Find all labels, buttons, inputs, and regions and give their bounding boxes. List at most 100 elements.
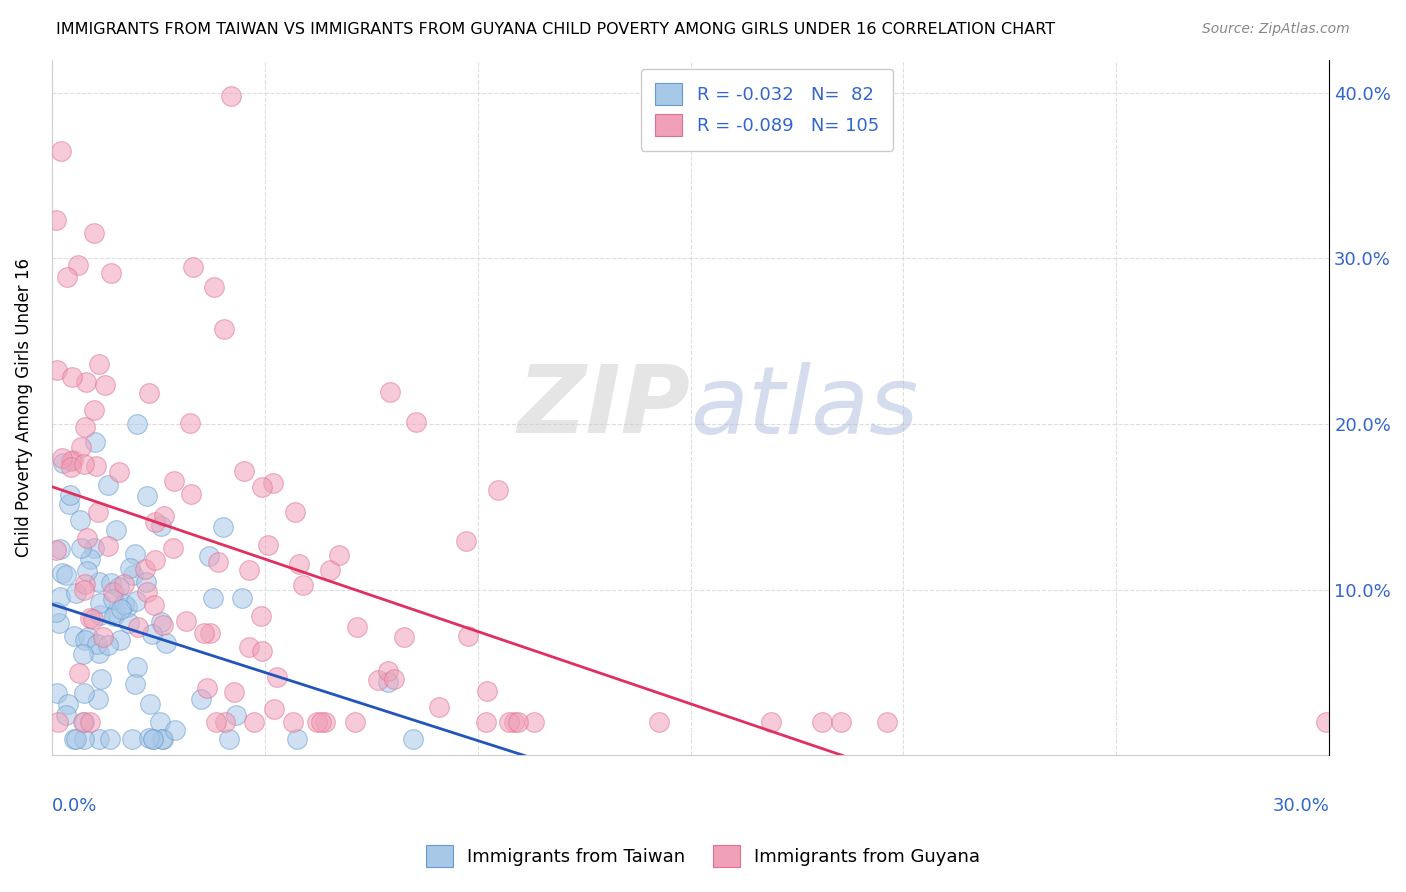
Point <box>181 260 204 274</box>
Point <box>75 376 97 390</box>
Point <box>195 681 218 696</box>
Point <box>112 576 135 591</box>
Point <box>87 574 110 589</box>
Point <box>139 697 162 711</box>
Point <box>486 483 509 497</box>
Point <box>97 539 120 553</box>
Point <box>225 707 247 722</box>
Point <box>84 459 107 474</box>
Point <box>108 581 131 595</box>
Point <box>311 715 333 730</box>
Point <box>127 660 149 674</box>
Point <box>115 599 138 614</box>
Point <box>46 715 69 730</box>
Point <box>127 620 149 634</box>
Point <box>63 731 86 746</box>
Point <box>79 551 101 566</box>
Point <box>243 715 266 730</box>
Point <box>121 731 143 746</box>
Point <box>367 673 389 687</box>
Point <box>284 505 307 519</box>
Point <box>142 731 165 746</box>
Point <box>76 630 98 644</box>
Point <box>876 715 898 730</box>
Point <box>100 575 122 590</box>
Point <box>138 731 160 745</box>
Point <box>69 513 91 527</box>
Point <box>155 635 177 649</box>
Point <box>135 584 157 599</box>
Point <box>60 454 83 468</box>
Point <box>45 605 67 619</box>
Point <box>108 632 131 647</box>
Point <box>262 476 284 491</box>
Point <box>231 591 253 605</box>
Point <box>84 435 107 450</box>
Point <box>75 420 97 434</box>
Point <box>72 731 94 746</box>
Point <box>121 567 143 582</box>
Point <box>124 548 146 562</box>
Point <box>110 602 132 616</box>
Point <box>120 561 142 575</box>
Point <box>457 629 479 643</box>
Point <box>830 715 852 730</box>
Point <box>124 677 146 691</box>
Point <box>759 715 782 730</box>
Point <box>221 89 243 103</box>
Point <box>73 633 96 648</box>
Point <box>454 533 477 548</box>
Point <box>207 555 229 569</box>
Point <box>427 700 450 714</box>
Point <box>103 609 125 624</box>
Point <box>73 686 96 700</box>
Point <box>250 608 273 623</box>
Legend: Immigrants from Taiwan, Immigrants from Guyana: Immigrants from Taiwan, Immigrants from … <box>419 838 987 874</box>
Point <box>98 731 121 746</box>
Point <box>76 564 98 578</box>
Point <box>343 715 366 730</box>
Point <box>73 583 96 598</box>
Point <box>378 384 401 399</box>
Point <box>79 610 101 624</box>
Point <box>201 591 224 606</box>
Point <box>58 498 80 512</box>
Point <box>70 440 93 454</box>
Point <box>89 608 111 623</box>
Point <box>143 515 166 529</box>
Y-axis label: Child Poverty Among Girls Under 16: Child Poverty Among Girls Under 16 <box>15 258 32 557</box>
Point <box>55 567 77 582</box>
Point <box>1315 715 1337 730</box>
Point <box>52 456 75 470</box>
Point <box>307 715 329 730</box>
Point <box>89 358 111 372</box>
Point <box>72 648 94 662</box>
Point <box>134 562 156 576</box>
Point <box>392 631 415 645</box>
Point <box>60 370 83 384</box>
Point <box>328 548 350 562</box>
Point <box>198 549 221 563</box>
Point <box>86 692 108 706</box>
Point <box>256 538 278 552</box>
Point <box>232 464 254 478</box>
Point <box>152 617 174 632</box>
Text: ZIP: ZIP <box>517 361 690 453</box>
Point <box>65 731 87 746</box>
Point <box>112 598 135 612</box>
Point <box>405 415 427 429</box>
Text: 0.0%: 0.0% <box>52 797 97 815</box>
Point <box>73 457 96 471</box>
Point <box>90 672 112 686</box>
Point <box>149 615 172 629</box>
Point <box>141 627 163 641</box>
Point <box>193 625 215 640</box>
Point <box>162 475 184 489</box>
Point <box>202 279 225 293</box>
Point <box>67 666 90 681</box>
Point <box>143 598 166 612</box>
Point <box>62 629 84 643</box>
Point <box>212 322 235 336</box>
Point <box>49 590 72 604</box>
Text: IMMIGRANTS FROM TAIWAN VS IMMIGRANTS FROM GUYANA CHILD POVERTY AMONG GIRLS UNDER: IMMIGRANTS FROM TAIWAN VS IMMIGRANTS FRO… <box>56 22 1056 37</box>
